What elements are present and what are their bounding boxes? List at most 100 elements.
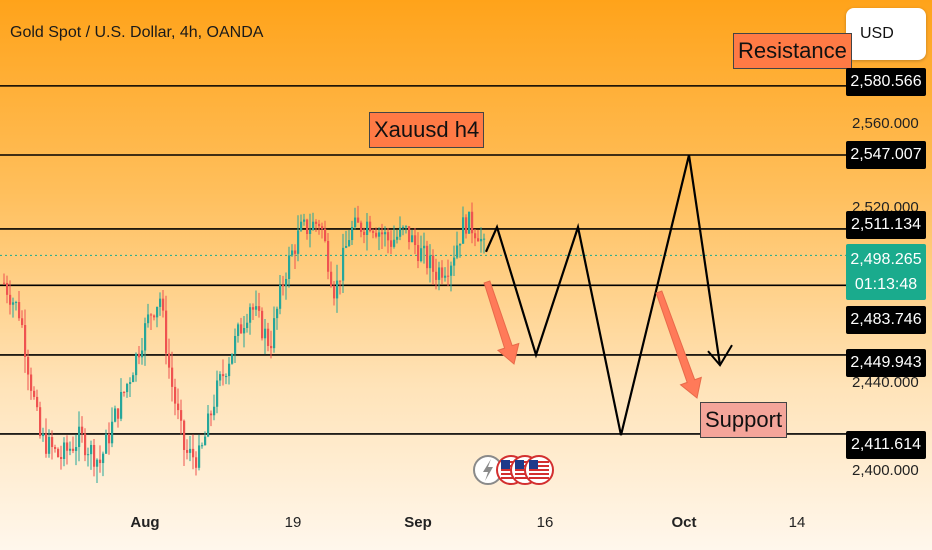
candle-body (282, 285, 285, 287)
candle-body (324, 228, 327, 241)
candle-body (417, 245, 420, 262)
candle-body (273, 318, 276, 349)
candle-body (141, 350, 144, 358)
candle-body (36, 396, 39, 408)
candle-body (429, 255, 432, 269)
candle-body (318, 223, 321, 227)
candle-body (84, 433, 87, 456)
candle-body (255, 306, 258, 310)
candle-body (177, 403, 180, 411)
candle-body (114, 408, 117, 422)
candle-body (123, 391, 126, 393)
candle-body (393, 239, 396, 247)
candle-body (288, 255, 291, 279)
candle-body (21, 318, 24, 326)
candle-body (150, 314, 153, 316)
flag-stripe (515, 477, 535, 479)
candle-body (432, 255, 435, 272)
candle-body (198, 445, 201, 468)
candle-body (279, 285, 282, 309)
flag-stripe (501, 477, 521, 479)
candle-body (468, 211, 471, 234)
candle-body (243, 327, 246, 334)
price-level-tag: 2,449.943 (846, 349, 926, 377)
price-level-tag: 2,547.007 (846, 141, 926, 169)
x-tick-label: 16 (536, 514, 554, 531)
candle-body (252, 307, 255, 310)
candle-body (189, 448, 192, 453)
candle-body (411, 235, 414, 243)
candle-body (420, 248, 423, 262)
flag-stripe (529, 469, 549, 471)
candle-body (483, 238, 486, 240)
candle-body (144, 323, 147, 351)
chart-title: Gold Spot / U.S. Dollar, 4h, OANDA (10, 24, 264, 41)
candle-body (207, 413, 210, 437)
candle-body (423, 245, 426, 249)
candle-body (378, 232, 381, 237)
candle-body (90, 444, 93, 455)
candle-body (336, 280, 339, 299)
bearish-arrow-shape (483, 280, 520, 365)
x-tick-label: Aug (130, 514, 160, 531)
candle-body (213, 406, 216, 416)
candle-body (15, 302, 18, 304)
candle-body (327, 240, 330, 272)
candle-body (267, 328, 270, 346)
bearish-arrow-shape (655, 290, 702, 399)
candle-body (120, 391, 123, 419)
candle-body (300, 221, 303, 231)
candle-body (156, 306, 159, 318)
candle-body (27, 356, 30, 375)
current-price-value: 2,498.265 (850, 251, 922, 268)
candle-body (258, 306, 261, 311)
y-tick-label: 2,440.000 (852, 374, 919, 391)
candle-body (105, 434, 108, 454)
candle-body (57, 448, 60, 458)
flag-stripe (529, 477, 549, 479)
currency-button[interactable]: USD (846, 8, 926, 60)
candle-body (408, 226, 411, 243)
candle-body (438, 267, 441, 280)
candle-body (453, 257, 456, 266)
candle-body (372, 231, 375, 233)
candle-body (228, 363, 231, 377)
candle-body (210, 413, 213, 416)
projection-path (484, 154, 722, 436)
candle-body (333, 286, 336, 299)
candle-body (51, 437, 54, 448)
flag-stripe (529, 465, 549, 467)
candle-body (330, 271, 333, 287)
candle-body (72, 448, 75, 451)
candle-body (93, 444, 96, 467)
candle-body (99, 459, 102, 464)
x-tick-label: 19 (284, 514, 302, 531)
candle-body (24, 325, 27, 357)
flag-stripe (501, 461, 521, 463)
y-tick-label: 2,560.000 (852, 115, 919, 132)
candle-body (381, 232, 384, 235)
bearish-arrow (483, 280, 520, 365)
candle-body (435, 271, 438, 280)
us-flag-icon[interactable] (524, 455, 554, 485)
candle-body (306, 219, 309, 234)
candle-body (402, 226, 405, 228)
candle-body (246, 322, 249, 328)
candle-body (75, 447, 78, 451)
projection-arrowhead (707, 344, 733, 367)
candle-body (162, 298, 165, 311)
candle-body (147, 314, 150, 324)
y-tick-label: 2,400.000 (852, 462, 919, 479)
candle-body (285, 278, 288, 287)
candle-body (126, 383, 129, 393)
candle-body (390, 240, 393, 247)
candle-body (33, 390, 36, 397)
candle-body (321, 226, 324, 229)
candle-body (426, 245, 429, 269)
candle-body (465, 217, 468, 234)
price-level-tag: 2,411.614 (846, 431, 926, 459)
candle-body (480, 238, 483, 242)
candle-body (192, 448, 195, 458)
